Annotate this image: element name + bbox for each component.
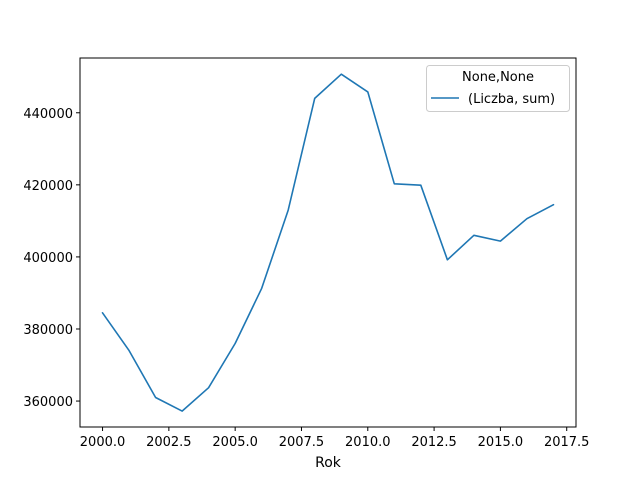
x-tick-label: 2007.5	[279, 435, 325, 450]
series-line	[101, 73, 555, 412]
legend-series-label: (Liczba, sum)	[468, 92, 555, 107]
legend: None,None (Liczba, sum)	[426, 65, 570, 112]
y-tick-label: 400000	[23, 251, 73, 266]
x-tick-label: 2012.5	[411, 435, 457, 450]
x-tick-label: 2002.5	[146, 435, 192, 450]
x-tick-label: 2015.0	[478, 435, 524, 450]
y-tick-label: 360000	[23, 395, 73, 410]
axes: 2000.0 2002.5 2005.0 2007.5 2010.0 2012.5 2015…	[23, 57, 590, 450]
x-tick-label: 2017.5	[544, 435, 590, 450]
x-axis-label: Rok	[315, 455, 342, 471]
x-tick-label: 2010.0	[345, 435, 391, 450]
y-tick-label: 440000	[23, 107, 73, 122]
x-tick-label: 2005.0	[212, 435, 258, 450]
plot-area	[101, 73, 555, 412]
y-tick-label: 420000	[23, 179, 73, 194]
x-tick-label: 2000.0	[80, 435, 126, 450]
legend-title: None,None	[462, 70, 534, 85]
plot-frame	[79, 57, 577, 428]
legend-box	[426, 65, 570, 112]
y-tick-label: 380000	[23, 323, 73, 338]
